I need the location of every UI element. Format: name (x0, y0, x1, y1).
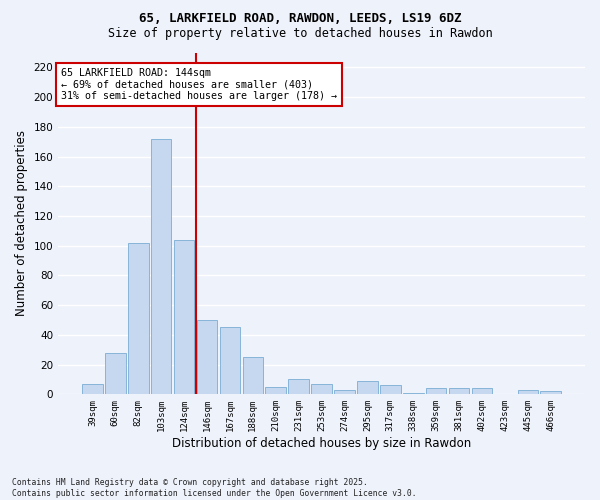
Bar (128, 242, 149, 394)
Bar (242, 357, 263, 395)
Bar (426, 388, 446, 394)
Bar (403, 393, 424, 394)
Bar (334, 390, 355, 394)
Bar (265, 387, 286, 394)
Bar (82, 384, 103, 394)
X-axis label: Distribution of detached houses by size in Rawdon: Distribution of detached houses by size … (172, 437, 471, 450)
Text: Size of property relative to detached houses in Rawdon: Size of property relative to detached ho… (107, 28, 493, 40)
Bar (151, 138, 172, 394)
Bar (357, 381, 378, 394)
Bar (197, 320, 217, 394)
Text: Contains HM Land Registry data © Crown copyright and database right 2025.
Contai: Contains HM Land Registry data © Crown c… (12, 478, 416, 498)
Bar (105, 352, 125, 395)
Text: 65 LARKFIELD ROAD: 144sqm
← 69% of detached houses are smaller (403)
31% of semi: 65 LARKFIELD ROAD: 144sqm ← 69% of detac… (61, 68, 337, 101)
Bar (220, 328, 240, 394)
Bar (311, 384, 332, 394)
Bar (380, 386, 401, 394)
Y-axis label: Number of detached properties: Number of detached properties (15, 130, 28, 316)
Bar (449, 388, 469, 394)
Bar (174, 240, 194, 394)
Bar (289, 380, 309, 394)
Bar (472, 388, 493, 394)
Text: 65, LARKFIELD ROAD, RAWDON, LEEDS, LS19 6DZ: 65, LARKFIELD ROAD, RAWDON, LEEDS, LS19 … (139, 12, 461, 26)
Bar (518, 390, 538, 394)
Bar (541, 392, 561, 394)
